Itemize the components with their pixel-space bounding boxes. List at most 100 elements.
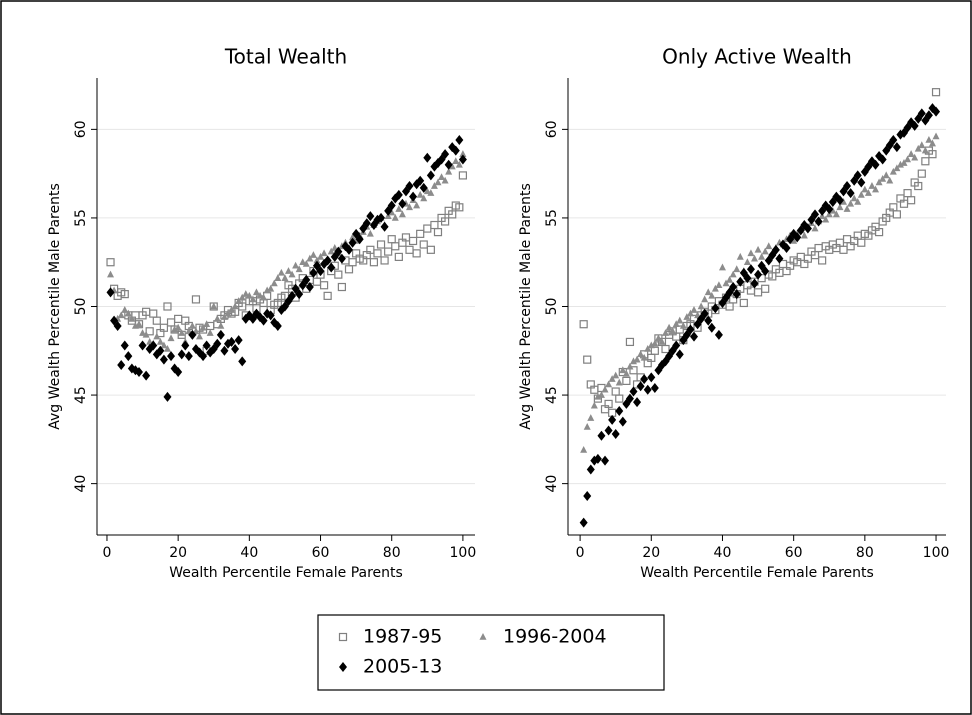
point (700, 308, 709, 319)
point (918, 141, 926, 149)
point (579, 517, 588, 528)
point (911, 153, 919, 161)
point (373, 249, 382, 258)
point (604, 425, 613, 436)
x-tick-label: 40 (714, 545, 732, 561)
point (861, 185, 869, 193)
point (729, 270, 737, 278)
point (854, 197, 862, 205)
point (904, 155, 912, 163)
point (718, 263, 726, 271)
point (430, 182, 438, 189)
point (736, 276, 745, 287)
point (825, 204, 834, 215)
point (625, 337, 635, 347)
point (305, 282, 314, 293)
point (707, 322, 716, 333)
point (273, 320, 282, 331)
point (242, 290, 250, 297)
point (120, 290, 129, 299)
point (850, 194, 858, 202)
point (220, 313, 228, 320)
point (323, 255, 332, 266)
point (184, 351, 193, 362)
point (259, 315, 268, 326)
point (206, 329, 214, 336)
x-axis-label: Wealth Percentile Female Parents (169, 565, 403, 581)
point (654, 334, 662, 342)
point (438, 173, 446, 180)
point (260, 293, 268, 301)
point (270, 279, 278, 287)
point (395, 205, 403, 212)
point (836, 203, 844, 211)
point (120, 340, 129, 351)
point (394, 189, 403, 200)
point (669, 327, 677, 335)
point (355, 234, 364, 245)
point (245, 291, 253, 299)
point (633, 397, 642, 408)
point (320, 249, 328, 257)
y-tick-label: 60 (73, 120, 89, 138)
point (448, 210, 457, 219)
point (761, 247, 769, 255)
x-tick-label: 80 (856, 545, 874, 561)
point (380, 221, 389, 232)
x-axis-label: Wealth Percentile Female Parents (640, 565, 874, 581)
point (839, 197, 847, 205)
point (811, 209, 820, 220)
point (416, 190, 424, 198)
point (846, 188, 855, 199)
point (163, 345, 171, 352)
point (398, 198, 407, 209)
point (224, 309, 232, 317)
point (715, 281, 723, 289)
point (124, 309, 132, 317)
point (131, 321, 139, 329)
point (907, 150, 915, 157)
point (156, 345, 165, 356)
point (384, 247, 393, 256)
point (814, 216, 823, 227)
point (191, 295, 201, 304)
point (676, 316, 684, 324)
point (597, 391, 605, 398)
point (231, 344, 240, 355)
point (159, 323, 169, 332)
point (427, 189, 435, 196)
point (619, 366, 627, 374)
point (761, 266, 770, 277)
point (213, 338, 222, 349)
point (139, 329, 147, 336)
point (292, 261, 300, 269)
point (714, 329, 723, 340)
point (142, 370, 151, 381)
point (612, 371, 620, 379)
point (202, 340, 211, 351)
point (163, 391, 172, 402)
x-tick-label: 40 (240, 545, 258, 561)
point (608, 375, 616, 382)
point (586, 464, 595, 475)
y-tick-label: 55 (544, 209, 560, 227)
point (583, 422, 591, 430)
point (771, 244, 780, 255)
point (711, 303, 720, 314)
point (583, 355, 592, 364)
point (413, 201, 421, 209)
point (754, 245, 762, 253)
point (288, 270, 296, 278)
point (597, 430, 606, 441)
point (683, 313, 691, 320)
point (910, 120, 919, 131)
point (238, 293, 246, 301)
point (295, 289, 304, 300)
point (366, 211, 375, 222)
point (128, 314, 136, 322)
point (196, 332, 204, 340)
point (864, 189, 872, 196)
point (238, 356, 247, 367)
point (928, 139, 936, 147)
